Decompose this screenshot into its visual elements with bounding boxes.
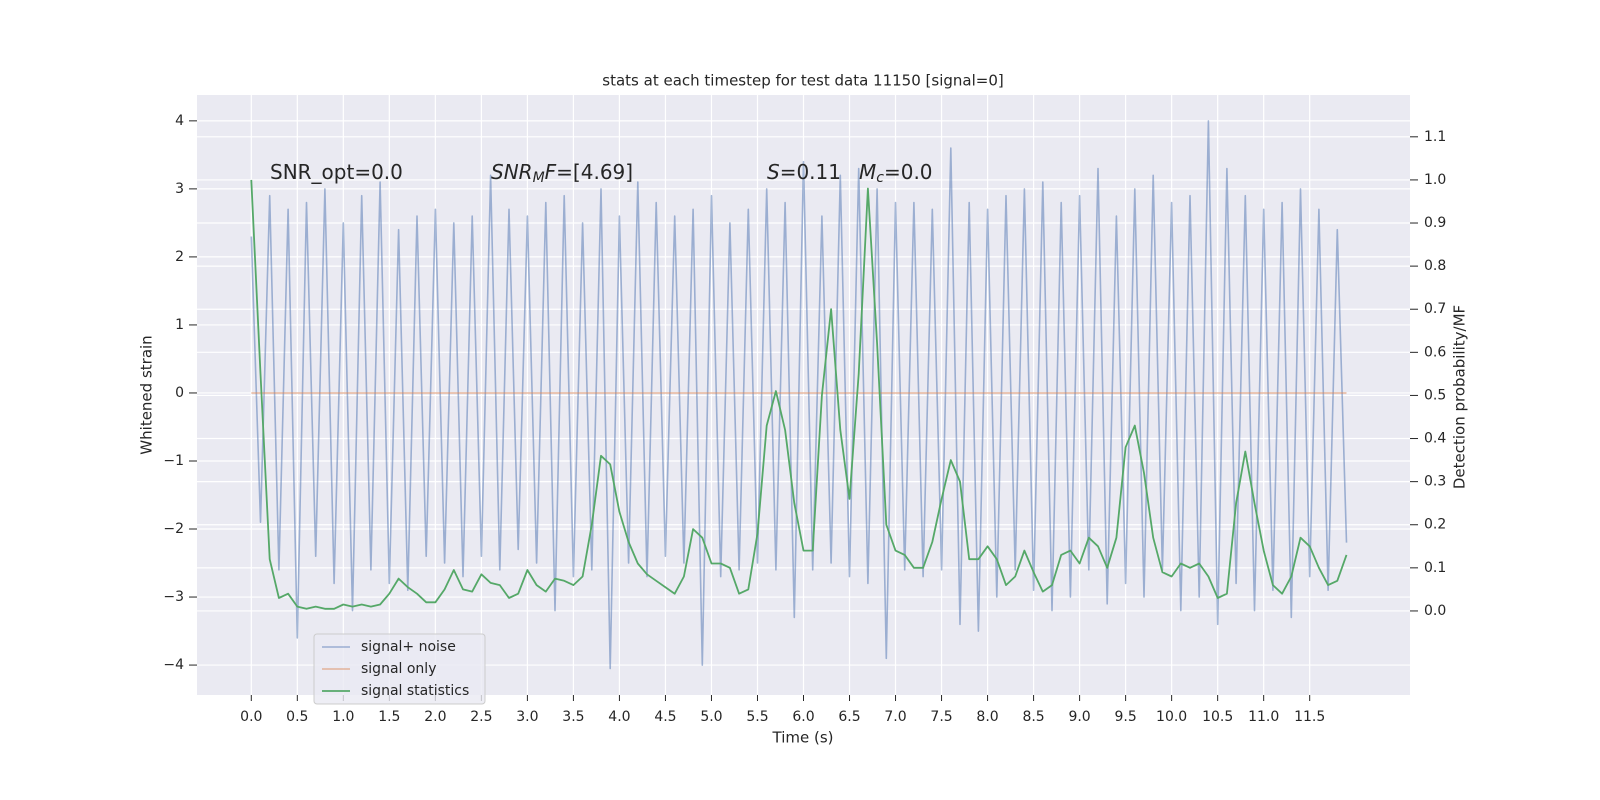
legend-box	[313, 633, 486, 705]
legend-label: signal+ noise	[361, 639, 456, 655]
x-tick-label: 2.5	[470, 709, 492, 725]
y2-tick-label: 1.0	[1424, 172, 1446, 188]
x-tick-label: 2.0	[424, 709, 446, 725]
x-tick-label: 0.5	[286, 709, 308, 725]
annotation: Mc=0.0	[859, 160, 933, 187]
y2-tick-label: 0.9	[1424, 215, 1446, 231]
annotation-part: M	[859, 160, 876, 184]
y-tick-label: −1	[163, 453, 184, 469]
annotation-part: F	[545, 160, 557, 184]
y2-tick-label: 0.7	[1424, 301, 1446, 317]
y2-tick-label: 0.3	[1424, 474, 1446, 490]
y-tick-label: 3	[175, 181, 184, 197]
axes: 0.0 0.5 1.0 1.5 2.0 2.5 3.0 3.5 4.0 4.5 5.0 5.5 6.0 6…	[163, 113, 1446, 725]
annotation-part: =0.11	[780, 160, 841, 184]
y2-tick-label: 0.5	[1424, 387, 1446, 403]
y2-tick-label: 0.1	[1424, 560, 1446, 576]
x-tick-label: 6.0	[792, 709, 814, 725]
y-tick-label: 0	[175, 385, 184, 401]
annotation: S=0.11	[767, 160, 841, 184]
x-tick-label: 5.0	[700, 709, 722, 725]
legend-label: signal statistics	[361, 683, 469, 699]
annotation-part: SNR_opt=0.0	[270, 160, 403, 184]
y2-tick-label: 0.6	[1424, 344, 1446, 360]
x-tick-label: 8.0	[976, 709, 998, 725]
annotation-part: =0.0	[884, 160, 933, 184]
series-line	[250, 120, 1348, 670]
x-tick-label: 11.0	[1248, 709, 1279, 725]
x-tick-label: 9.5	[1114, 709, 1136, 725]
annotation-part: S	[767, 160, 780, 184]
x-tick-label: 9.0	[1068, 709, 1090, 725]
x-tick-label: 5.5	[746, 709, 768, 725]
x-tick-label: 4.5	[654, 709, 676, 725]
x-tick-label: 6.5	[838, 709, 860, 725]
annotation-part: =[4.69]	[556, 160, 633, 184]
series-line	[250, 179, 1348, 610]
x-axis-label: Time (s)	[772, 729, 834, 747]
y-tick-label: 1	[175, 317, 184, 333]
x-tick-label: 1.5	[378, 709, 400, 725]
y2-tick-label: 0.8	[1424, 258, 1446, 274]
marks: SNR_opt=0.0 SNRMF=[4.69] S=0.11 Mc=0.0	[250, 120, 1348, 670]
annotation: SNR_opt=0.0	[270, 160, 403, 184]
x-tick-label: 10.0	[1156, 709, 1187, 725]
legend-label: signal only	[361, 661, 436, 677]
x-tick-label: 3.5	[562, 709, 584, 725]
legend: signal+ noise signal only signal statistic…	[313, 633, 486, 705]
y2-tick-label: 0.0	[1424, 603, 1446, 619]
y2-tick-label: 0.2	[1424, 517, 1446, 533]
x-tick-label: 7.0	[884, 709, 906, 725]
x-tick-label: 10.5	[1202, 709, 1233, 725]
y-axis-label: Whitened strain	[138, 335, 156, 454]
y2-tick-label: 0.4	[1424, 431, 1446, 447]
y-tick-label: −3	[163, 589, 184, 605]
y2-axis-label: Detection probability/MF	[1451, 305, 1469, 489]
y-tick-label: −2	[163, 521, 184, 537]
x-tick-label: 7.5	[930, 709, 952, 725]
annotation: SNRMF=[4.69]	[491, 160, 633, 187]
x-tick-label: 0.0	[240, 709, 262, 725]
annotation-part: c	[876, 170, 884, 186]
x-tick-label: 1.0	[332, 709, 354, 725]
x-tick-label: 11.5	[1294, 709, 1325, 725]
y2-tick-label: 1.1	[1424, 129, 1446, 145]
x-tick-label: 8.5	[1022, 709, 1044, 725]
chart-title: stats at each timestep for test data 111…	[602, 72, 1003, 90]
x-tick-label: 3.0	[516, 709, 538, 725]
y-tick-label: −4	[163, 657, 184, 673]
y-tick-label: 2	[175, 249, 184, 265]
annotation-part: SNR	[491, 160, 533, 184]
y-tick-label: 4	[175, 113, 184, 129]
x-tick-label: 4.0	[608, 709, 630, 725]
annotation-part: M	[533, 170, 545, 186]
